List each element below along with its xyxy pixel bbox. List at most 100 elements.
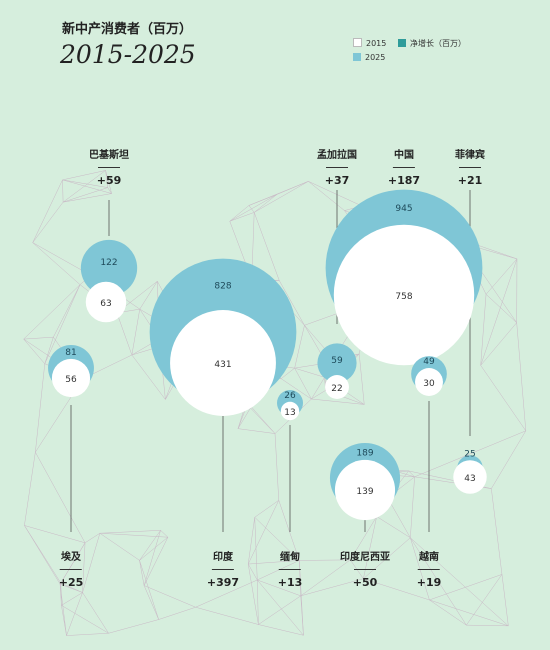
- background-net-line: [229, 212, 255, 222]
- bubble-2015-1: [170, 310, 276, 416]
- background-net-line: [466, 624, 509, 627]
- value-label-2025-6: 189: [356, 448, 373, 458]
- background-net-line: [160, 530, 169, 538]
- bubble-2015-0: [85, 281, 127, 323]
- country-name: 巴基斯坦: [89, 150, 129, 161]
- background-net-line: [23, 336, 54, 340]
- background-net-line: [363, 516, 377, 579]
- background-net-line: [294, 368, 312, 400]
- background-net-line: [257, 579, 301, 597]
- background-net-line: [23, 284, 81, 340]
- background-net-line: [139, 281, 158, 310]
- background-net-line: [254, 517, 258, 580]
- background-net-line: [308, 181, 362, 207]
- background-net-line: [35, 363, 46, 453]
- bubble-2015-5: [280, 401, 300, 421]
- country-name: 印度尼西亚: [340, 552, 390, 563]
- background-net-line: [274, 433, 280, 501]
- background-net-line: [363, 537, 411, 579]
- background-net-line: [247, 402, 276, 434]
- background-net-line: [491, 488, 503, 575]
- background-net-line: [143, 537, 169, 586]
- background-net-line: [62, 170, 106, 203]
- background-net-line: [254, 181, 309, 213]
- background-net-line: [363, 578, 430, 601]
- background-net-line: [60, 583, 83, 593]
- background-net-line: [116, 312, 133, 356]
- background-net-line: [107, 187, 112, 194]
- background-net-line: [99, 532, 168, 538]
- net-growth-value: +187: [387, 174, 421, 187]
- background-net-line: [247, 563, 258, 581]
- background-net-line: [480, 258, 518, 366]
- background-net-line: [62, 179, 112, 194]
- background-net-line: [257, 579, 259, 625]
- background-net-line: [410, 476, 415, 538]
- background-net-line: [131, 354, 166, 400]
- value-label-2025-7: 49: [423, 357, 435, 367]
- legend-2015-swatch: [353, 38, 362, 47]
- background-net-line: [480, 322, 517, 366]
- background-net-line: [105, 170, 108, 188]
- background-net-line: [195, 579, 258, 608]
- background-net-line: [258, 595, 301, 625]
- background-net-line: [429, 599, 509, 627]
- background-net-line: [258, 624, 304, 636]
- legend-net-swatch: [398, 39, 406, 47]
- label-rule: [98, 167, 120, 168]
- background-net-line: [105, 170, 112, 194]
- legend-2025-swatch: [353, 53, 361, 61]
- background-net-line: [299, 560, 304, 636]
- legend-2015: 2015: [353, 38, 386, 48]
- background-net-line: [158, 606, 196, 620]
- value-label-2015-6: 139: [356, 487, 373, 497]
- label-rule: [418, 569, 440, 570]
- net-growth-value: +50: [352, 576, 378, 589]
- background-net-line: [501, 574, 509, 626]
- bubble-2015-6: [334, 459, 396, 521]
- value-label-2015-2: 22: [331, 384, 342, 394]
- country-label-6: 印度尼西亚 +50: [340, 548, 390, 589]
- background-net-line: [131, 309, 141, 356]
- background-net-line: [35, 452, 86, 543]
- background-net-line: [281, 378, 312, 400]
- background-net-line: [32, 242, 81, 285]
- background-net-line: [62, 170, 106, 181]
- background-net-line: [237, 428, 276, 434]
- background-net-line: [32, 201, 64, 243]
- background-net-line: [491, 430, 527, 489]
- label-rule: [60, 569, 82, 570]
- label-rule: [393, 167, 415, 168]
- country-name: 中国: [394, 150, 414, 161]
- background-net-line: [63, 187, 108, 203]
- background-net-line: [247, 500, 279, 565]
- background-net-line: [410, 537, 467, 626]
- net-growth-value: +397: [206, 576, 240, 589]
- legend-net-growth: 净增长（百万）: [398, 38, 466, 49]
- country-name: 印度: [213, 552, 233, 563]
- legend-2015-label: 2015: [366, 39, 387, 48]
- background-net-line: [300, 578, 364, 597]
- background-net-line: [24, 525, 86, 544]
- background-net-line: [62, 179, 64, 203]
- background-net-line: [294, 367, 325, 378]
- value-label-2015-7: 30: [423, 379, 435, 389]
- background-net-line: [281, 367, 295, 379]
- country-label-0: 巴基斯坦 +59: [89, 146, 129, 187]
- country-label-4: 埃及 +25: [59, 548, 84, 589]
- bubble-2025-2: [317, 343, 357, 383]
- background-net-line: [358, 353, 365, 405]
- background-net-line: [480, 294, 487, 366]
- value-label-2025-3: 945: [395, 204, 412, 214]
- background-net-line: [66, 632, 109, 636]
- background-net-line: [376, 516, 411, 538]
- background-net-line: [279, 280, 305, 326]
- background-net-line: [257, 579, 304, 636]
- legend-2025: 2025: [353, 53, 385, 62]
- background-net-line: [350, 516, 377, 560]
- label-rule: [212, 569, 234, 570]
- background-net-line: [139, 536, 169, 561]
- label-rule: [279, 569, 301, 570]
- bubble-2015-3: [333, 224, 475, 366]
